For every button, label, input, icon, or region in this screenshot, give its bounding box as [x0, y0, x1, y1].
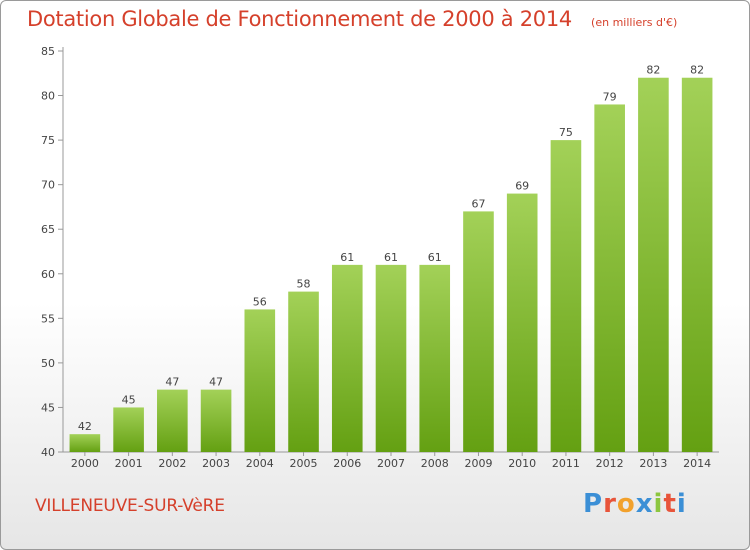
y-tick-label: 45	[41, 401, 55, 414]
labels-group: 42 2000 45 2001 47 2002 47 2003 56 2004 58 2005 61 20…	[71, 64, 711, 470]
value-label: 67	[471, 197, 485, 210]
y-tick-label: 85	[41, 45, 55, 58]
y-tick-label: 80	[41, 90, 55, 103]
proxiti-logo: Proxiti	[583, 489, 687, 519]
value-label: 58	[297, 278, 311, 291]
value-label: 47	[165, 376, 179, 389]
value-label: 47	[209, 376, 223, 389]
value-label: 61	[428, 251, 442, 264]
bar-2004	[244, 309, 276, 452]
x-tick-label: 2003	[202, 457, 230, 470]
bar-2011	[550, 140, 582, 452]
x-tick-label: 2004	[246, 457, 274, 470]
value-label: 56	[253, 295, 267, 308]
value-label: 42	[78, 420, 92, 433]
value-label: 45	[122, 393, 136, 406]
x-tick-label: 2012	[596, 457, 624, 470]
bar-2007	[375, 264, 407, 452]
bar-2002	[157, 389, 188, 452]
y-tick-label: 40	[41, 446, 55, 459]
logo-letter: t	[663, 489, 677, 519]
y-tick-label: 60	[41, 268, 55, 281]
logo-letter: x	[635, 489, 654, 519]
logo-letter: o	[616, 489, 636, 519]
value-label: 69	[515, 180, 529, 193]
x-tick-label: 2014	[683, 457, 711, 470]
x-tick-label: 2002	[158, 457, 186, 470]
value-label: 82	[690, 64, 704, 77]
x-tick-label: 2009	[464, 457, 492, 470]
logo-letter: i	[653, 489, 664, 519]
value-label: 75	[559, 126, 573, 139]
value-label: 61	[340, 251, 354, 264]
bar-2008	[419, 264, 451, 452]
bar-2014	[681, 77, 713, 452]
bar-2000	[69, 434, 101, 452]
commune-name: VILLENEUVE-SUR-VèRE	[35, 496, 225, 516]
x-tick-label: 2006	[333, 457, 361, 470]
logo-letter: i	[676, 489, 687, 519]
bar-2005	[288, 291, 319, 452]
x-tick-label: 2001	[115, 457, 143, 470]
bar-2001	[113, 407, 144, 452]
bar-2012	[594, 104, 625, 452]
bar-2006	[331, 264, 363, 452]
value-label: 79	[603, 90, 617, 103]
title-row: Dotation Globale de Fonctionnement de 20…	[27, 7, 677, 31]
x-tick-label: 2013	[639, 457, 667, 470]
bar-2010	[506, 193, 538, 453]
y-tick-label: 65	[41, 223, 55, 236]
x-tick-label: 2007	[377, 457, 405, 470]
y-tick-label: 50	[41, 357, 55, 370]
chart-title: Dotation Globale de Fonctionnement de 20…	[27, 7, 572, 31]
bars-group	[69, 77, 713, 453]
y-tick-label: 55	[41, 312, 55, 325]
x-tick-label: 2000	[71, 457, 99, 470]
bar-2013	[638, 77, 669, 452]
x-tick-label: 2005	[290, 457, 318, 470]
logo-letter: P	[583, 489, 604, 519]
x-tick-label: 2011	[552, 457, 580, 470]
chart-subtitle: (en milliers d'€)	[591, 16, 678, 29]
bar-2003	[200, 389, 232, 452]
logo-letter: r	[603, 489, 617, 519]
x-tick-label: 2010	[508, 457, 536, 470]
bar-2009	[463, 211, 494, 452]
value-label: 61	[384, 251, 398, 264]
value-label: 82	[646, 64, 660, 77]
x-tick-label: 2008	[421, 457, 449, 470]
y-tick-label: 75	[41, 134, 55, 147]
y-tick-label: 70	[41, 179, 55, 192]
